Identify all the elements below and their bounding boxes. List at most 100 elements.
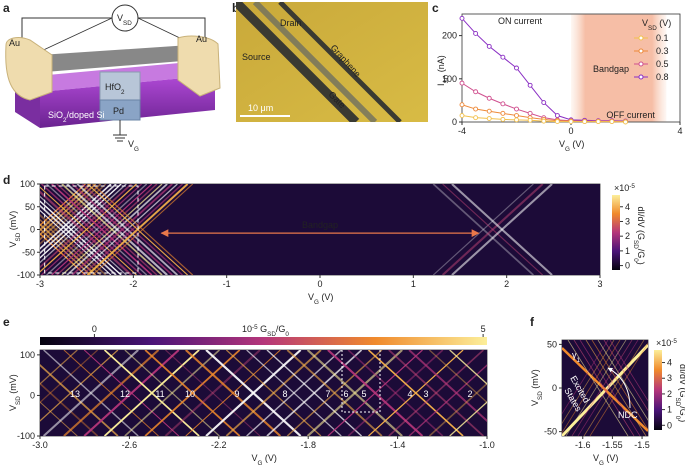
transition-line (428, 382, 487, 436)
contact-right (177, 35, 221, 97)
charge-state-label: 8 (282, 389, 287, 399)
gate-metal-label: Pd (113, 106, 124, 116)
text-part: 0 (633, 258, 640, 262)
colorbar (654, 350, 662, 430)
legend-label: 0.3 (656, 46, 669, 56)
y-axis-label: VSD (mV) (8, 374, 22, 411)
colorbar-tick-label: 2 (667, 389, 672, 399)
text-part: V (559, 139, 565, 149)
text-part: -5 (252, 324, 258, 331)
panel-label: a (3, 1, 10, 15)
transition-line (71, 184, 173, 275)
charge-state-label: 9 (234, 389, 239, 399)
text-part: SiO (48, 110, 63, 120)
data-point (541, 100, 547, 106)
x-tick-label: 3 (597, 279, 602, 289)
x-tick-label: 1 (411, 279, 416, 289)
transition-line (165, 350, 261, 436)
transition-line (428, 350, 487, 404)
transition-line (306, 350, 403, 436)
text-part: V (8, 405, 18, 411)
y-tick-label: 200 (442, 31, 457, 41)
source-label: Source (242, 52, 271, 62)
transition-line (41, 184, 143, 275)
charge-state-label: 2 (467, 389, 472, 399)
text-part: G (599, 460, 604, 467)
transition-line (40, 350, 119, 422)
colorbar-label: dI/dV (GSD/G0) (675, 364, 685, 422)
text-part: ×10 (656, 338, 671, 348)
transition-line (103, 350, 200, 436)
colorbar (612, 195, 620, 270)
text-part: V (593, 453, 599, 463)
data-point (486, 43, 492, 49)
x-tick-label: 0 (568, 126, 573, 136)
colorbar-label: dI/dV (GSD/G0) (633, 207, 647, 265)
data-point (527, 117, 533, 123)
text-part: ) (678, 419, 685, 422)
data-point (459, 80, 465, 86)
x-tick-label: -1.4 (390, 440, 406, 450)
x-tick-label: 4 (677, 126, 682, 136)
data-point (623, 119, 628, 125)
data-point (500, 110, 506, 116)
charge-state-label: 10 (185, 389, 195, 399)
transition-line (144, 350, 241, 436)
panel-label: f (530, 315, 535, 329)
excited-state (562, 340, 615, 424)
text-part: V (642, 18, 648, 28)
charge-state-label: 3 (423, 389, 428, 399)
x-tick-label: 2 (504, 279, 509, 289)
colorbar-tick-label: 0 (667, 420, 672, 430)
annotation: NDC (618, 410, 638, 420)
x-tick-label: -2.2 (211, 440, 227, 450)
transition-line (205, 350, 302, 436)
transition-line (164, 350, 261, 436)
transition-line (449, 401, 487, 436)
heatmap-texture (40, 350, 487, 436)
bandgap-region (571, 14, 667, 122)
zoom-box (341, 347, 381, 413)
vsd-label: VSD (117, 13, 132, 27)
transition-line (63, 350, 160, 436)
y-tick-label: 0 (30, 225, 35, 235)
text-part: SD (633, 240, 640, 249)
data-point (514, 117, 519, 123)
y-tick-label: -50 (22, 247, 35, 257)
graphene-strip (252, 2, 378, 122)
transition-line (40, 401, 78, 436)
excited-state (565, 340, 627, 436)
colorbar (40, 337, 487, 345)
drain-label: Drain (280, 18, 302, 28)
y-axis-label: VSD (mV) (8, 211, 22, 248)
heatmap-background (40, 350, 487, 436)
transition-line (246, 350, 342, 436)
legend-marker (638, 74, 644, 80)
x-tick-label: -3 (36, 279, 44, 289)
colorbar-tick-label: 1 (625, 246, 630, 256)
excited-state (585, 340, 647, 436)
text-part: ×10 (614, 183, 629, 193)
highlight-box (44, 185, 139, 274)
dielectric (99, 71, 141, 101)
excited-state (567, 340, 629, 436)
annotation: ON current (498, 16, 543, 26)
data-point (568, 119, 574, 125)
annotation: OFF current (606, 110, 655, 120)
colorbar-tick-label: 3 (667, 373, 672, 383)
transition-line (368, 350, 464, 436)
text-part: SD (123, 20, 132, 27)
excited-state (589, 342, 648, 436)
excited-state (579, 340, 641, 436)
text-part: 10 (242, 324, 252, 334)
text-part: (mV) (530, 369, 540, 391)
panel-label: d (3, 173, 10, 187)
data-point (500, 101, 506, 107)
x-tick-label: -1.6 (575, 440, 591, 450)
data-point (514, 106, 519, 112)
excited-state (609, 340, 648, 402)
legend-marker (638, 61, 644, 67)
charge-state-label: 5 (361, 389, 366, 399)
charge-state-label: 13 (70, 389, 80, 399)
text-part: V (8, 241, 18, 247)
